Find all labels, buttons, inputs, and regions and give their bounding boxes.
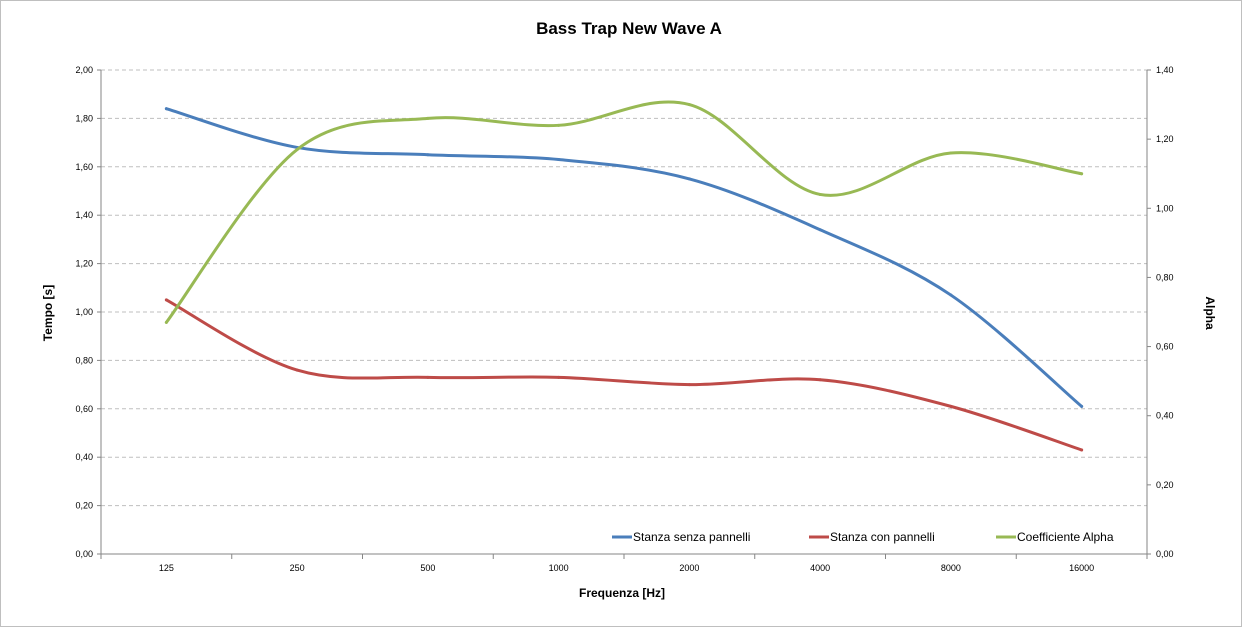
- data-point: [949, 151, 953, 155]
- legend: Stanza senza pannelli Stanza con pannelli…: [612, 530, 1114, 544]
- y2-tick-label: 1,00: [1156, 203, 1174, 213]
- legend-label: Stanza senza pannelli: [633, 530, 750, 544]
- data-point: [557, 158, 561, 162]
- data-point: [426, 153, 430, 157]
- x-tick-label: 500: [420, 563, 435, 573]
- data-point: [687, 177, 691, 181]
- y2-tick-label: 1,40: [1156, 65, 1174, 75]
- y-tick-label: 0,40: [75, 452, 93, 462]
- chart-title: Bass Trap New Wave A: [536, 19, 722, 38]
- legend-label: Coefficiente Alpha: [1017, 530, 1114, 544]
- data-point: [949, 404, 953, 408]
- x-tick-label: 1000: [549, 563, 569, 573]
- data-point: [818, 378, 822, 382]
- data-point: [426, 116, 430, 120]
- y-tick-label: 0,20: [75, 501, 93, 511]
- x-tick-label: 250: [290, 563, 305, 573]
- grid-lines: [101, 69, 1147, 507]
- x-axis-title: Frequenza [Hz]: [579, 586, 665, 600]
- data-point: [557, 123, 561, 127]
- series-line-2: [164, 298, 1084, 452]
- y-tick-label: 1,40: [75, 210, 93, 220]
- data-point: [164, 298, 168, 302]
- data-point: [949, 293, 953, 297]
- x-tick-label: 8000: [941, 563, 961, 573]
- y2-tick-label: 0,60: [1156, 342, 1174, 352]
- data-point: [687, 383, 691, 387]
- y2-tick-label: 0,40: [1156, 411, 1174, 421]
- x-tick-label: 125: [159, 563, 174, 573]
- data-point: [1080, 448, 1084, 452]
- y-tick-label: 1,00: [75, 307, 93, 317]
- data-point: [557, 375, 561, 379]
- y2-tick-label: 0,00: [1156, 549, 1174, 559]
- data-point: [1080, 404, 1084, 408]
- y-tick-label: 0,60: [75, 404, 93, 414]
- data-point: [1080, 172, 1084, 176]
- tick-labels: 0,00 0,20 0,40 0,60 0,80 1,00 1,20 1,40 1,60 1,80…: [75, 65, 1173, 573]
- y-tick-label: 0,80: [75, 355, 93, 365]
- y-tick-label: 1,80: [75, 113, 93, 123]
- y-axis-title: Tempo [s]: [41, 285, 55, 341]
- data-point: [818, 192, 822, 196]
- y-tick-label: 0,00: [75, 549, 93, 559]
- x-tick-label: 4000: [810, 563, 830, 573]
- axes: [97, 69, 1151, 559]
- y2-tick-label: 0,80: [1156, 272, 1174, 282]
- y-tick-label: 2,00: [75, 65, 93, 75]
- y2-tick-label: 1,20: [1156, 134, 1174, 144]
- data-point: [164, 107, 168, 111]
- y-tick-label: 1,20: [75, 259, 93, 269]
- y2-axis-title: Alpha: [1203, 296, 1217, 330]
- data-point: [295, 368, 299, 372]
- x-tick-label: 16000: [1069, 563, 1094, 573]
- legend-label: Stanza con pannelli: [830, 530, 935, 544]
- y-tick-label: 1,60: [75, 162, 93, 172]
- data-point: [295, 148, 299, 152]
- x-tick-label: 2000: [679, 563, 699, 573]
- series-lines: [164, 100, 1084, 452]
- data-point: [164, 320, 168, 324]
- data-point: [426, 375, 430, 379]
- y2-tick-label: 0,20: [1156, 480, 1174, 490]
- data-point: [818, 228, 822, 232]
- data-point: [687, 103, 691, 107]
